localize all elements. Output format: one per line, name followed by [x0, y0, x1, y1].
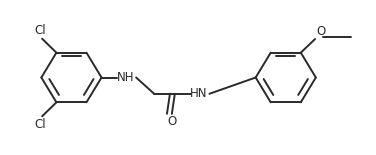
Text: Cl: Cl [35, 117, 46, 131]
Text: NH: NH [117, 71, 134, 84]
Text: Cl: Cl [35, 24, 46, 38]
Text: HN: HN [190, 87, 208, 100]
Text: O: O [316, 25, 326, 38]
Text: O: O [167, 115, 176, 128]
